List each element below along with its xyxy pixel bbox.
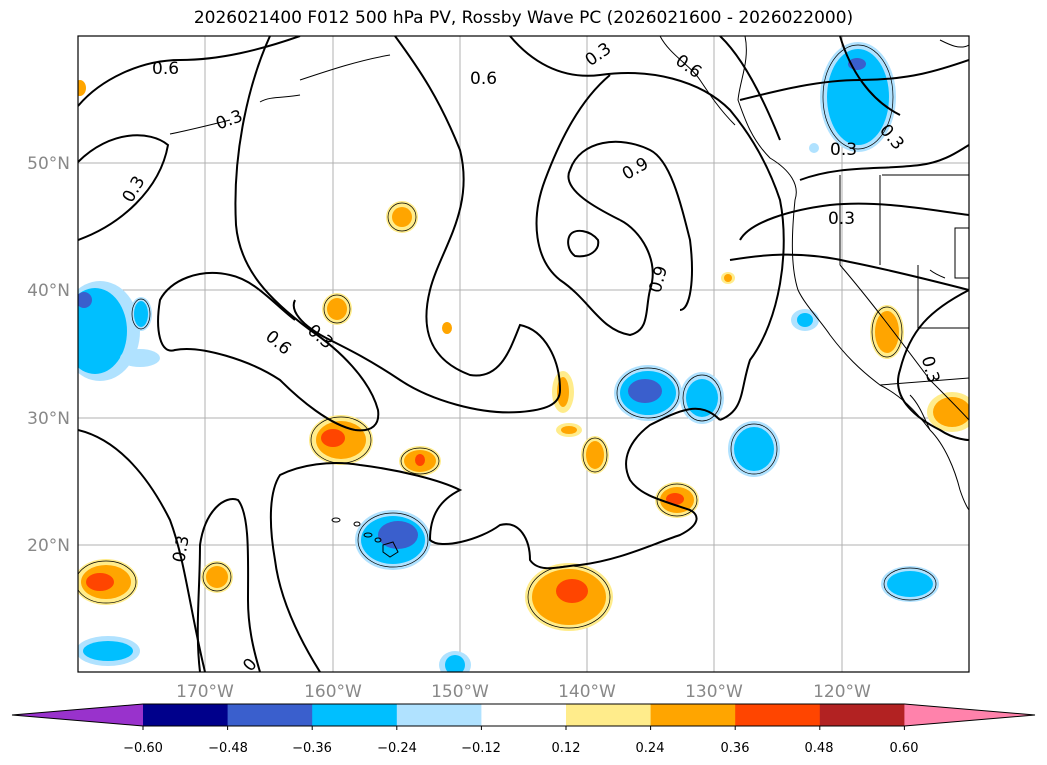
colorbar-segment <box>143 704 229 726</box>
hawaii-islands <box>331 517 399 558</box>
coastlines <box>169 36 969 511</box>
colorbar <box>11 703 1036 730</box>
colorbar-segment <box>312 704 398 726</box>
anomaly-neg-11 <box>439 651 471 672</box>
contour-label: 0.6 <box>470 69 497 89</box>
anomaly-neg-13 <box>809 143 819 153</box>
contour-label: 0.3 <box>830 140 857 160</box>
colorbar-segment <box>819 704 905 726</box>
anomaly-pos-14 <box>721 272 735 284</box>
lon-label: 140°W <box>558 682 616 702</box>
colorbar-tick-label: 0.60 <box>890 741 919 756</box>
lat-label: 40°N <box>27 281 70 301</box>
anomaly-outlines <box>78 44 937 629</box>
colorbar-segment <box>735 704 821 726</box>
map-title: 2026021400 F012 500 hPa PV, Rossby Wave … <box>193 8 854 28</box>
positive-anomalies <box>78 80 969 631</box>
colorbar-extend-high <box>904 704 1035 726</box>
anomaly-pos-9 <box>386 201 418 233</box>
colorbar-segment <box>227 704 313 726</box>
lat-label: 20°N <box>27 536 70 556</box>
colorbar-segment <box>396 704 482 726</box>
plot-frame <box>77 35 970 673</box>
anomaly-neg-8 <box>78 636 140 666</box>
anomaly-neg-12 <box>120 349 160 367</box>
anomaly-pos-13 <box>556 423 582 437</box>
anomaly-pos-8 <box>322 293 352 325</box>
anomaly-pos-15 <box>442 322 452 334</box>
gridlines <box>78 36 969 672</box>
anomaly-neg-6 <box>680 372 724 424</box>
colorbar-tick-label: 0.24 <box>636 741 665 756</box>
colorbar-tick-label: −0.60 <box>123 741 163 756</box>
anomaly-neg-2 <box>614 365 682 421</box>
anomaly-pos-1 <box>309 415 373 465</box>
anomaly-neg-7 <box>881 566 939 602</box>
colorbar-tick-label: −0.36 <box>292 741 332 756</box>
colorbar-segment <box>566 704 652 726</box>
anomaly-pos-16 <box>78 80 86 96</box>
anomaly-pos-5 <box>399 446 441 476</box>
anomaly-neg-5 <box>728 421 780 477</box>
anomaly-pos-10 <box>581 436 609 474</box>
lon-label: 170°W <box>176 682 234 702</box>
anomaly-neg-9 <box>130 297 152 331</box>
lon-label: 150°W <box>431 682 489 702</box>
anomaly-pos-2 <box>78 559 138 605</box>
anomaly-pos-11 <box>552 371 574 413</box>
contour-label: 0.3 <box>828 209 855 229</box>
lon-label: 120°W <box>813 682 871 702</box>
anomaly-pos-6 <box>927 392 969 432</box>
anomaly-pos-12 <box>201 561 233 593</box>
lat-label: 30°N <box>27 409 70 429</box>
colorbar-tick-label: 0.36 <box>721 741 750 756</box>
lat-label: 50°N <box>27 154 70 174</box>
lon-label: 130°W <box>685 682 743 702</box>
colorbar-segment <box>481 704 567 726</box>
contour-label: 0.3 <box>169 534 193 564</box>
latitude-labels: 20°N 30°N 40°N 50°N <box>27 154 70 556</box>
lon-label: 160°W <box>304 682 362 702</box>
anomaly-neg-4 <box>78 281 140 381</box>
colorbar-tick-label: −0.48 <box>208 741 248 756</box>
colorbar-tick-label: 0.12 <box>552 741 581 756</box>
colorbar-tick-label: 0.48 <box>805 741 834 756</box>
pv-contours <box>78 36 969 672</box>
colorbar-segment <box>650 704 736 726</box>
anomaly-neg-1 <box>355 510 431 570</box>
colorbar-extend-low <box>12 704 143 726</box>
anomaly-neg-3 <box>820 42 896 152</box>
longitude-labels: 170°W 160°W 150°W 140°W 130°W 120°W <box>176 682 871 702</box>
colorbar-tick-label: −0.24 <box>377 741 417 756</box>
contour-label: 0.6 <box>152 59 179 79</box>
negative-anomalies <box>78 42 939 672</box>
colorbar-tick-label: −0.12 <box>461 741 501 756</box>
anomaly-neg-10 <box>791 309 819 331</box>
anomaly-pos-7 <box>870 305 904 359</box>
colorbar-tick-labels: −0.60 −0.48 −0.36 −0.24 −0.12 0.12 0.24 … <box>123 741 918 756</box>
anomaly-pos-3 <box>525 563 613 631</box>
